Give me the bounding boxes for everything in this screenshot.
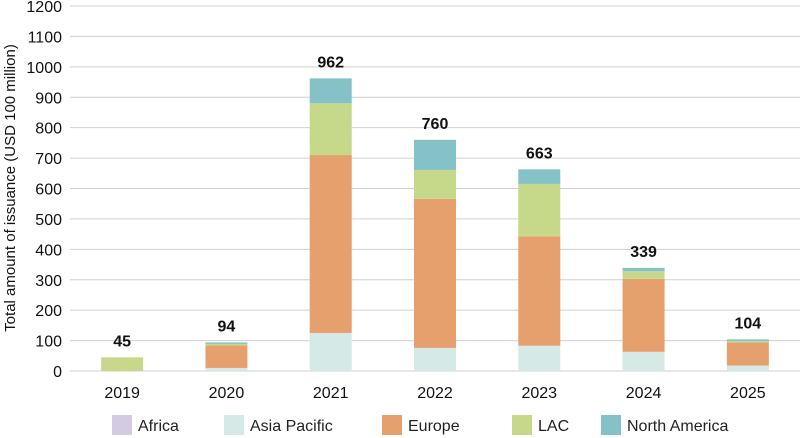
y-tick-label: 100 bbox=[35, 334, 62, 351]
y-axis-title: Total amount of issuance (USD 100 millio… bbox=[2, 44, 19, 332]
y-tick-label: 300 bbox=[35, 273, 62, 290]
bar-segment-north-america bbox=[518, 169, 561, 184]
y-tick-label: 200 bbox=[35, 303, 62, 320]
x-tick-label: 2023 bbox=[521, 385, 557, 402]
legend: Africa Asia Pacific Europe LAC North America bbox=[112, 415, 728, 435]
bar-total-label: 94 bbox=[218, 318, 236, 335]
bar-segment-lac bbox=[101, 357, 144, 371]
bar-segment-north-america bbox=[726, 339, 769, 342]
bar-segment-asia-pacific bbox=[414, 347, 456, 371]
bar-segment-europe bbox=[622, 278, 665, 352]
x-tick-label: 2019 bbox=[104, 385, 140, 402]
y-tick-label: 1000 bbox=[26, 60, 62, 77]
y-tick-label: 900 bbox=[35, 90, 62, 107]
legend-label: North America bbox=[627, 418, 728, 435]
y-tick-label: 400 bbox=[35, 242, 62, 259]
y-axis-ticks: 0 100 200 300 400 500 600 700 800 900 1000 1100 1200 bbox=[26, 0, 62, 381]
bar-total-label: 45 bbox=[113, 333, 131, 350]
bar-segment-north-america bbox=[205, 342, 248, 344]
legend-label: LAC bbox=[538, 418, 569, 435]
y-tick-label: 800 bbox=[35, 121, 62, 138]
x-tick-label: 2020 bbox=[209, 385, 245, 402]
bar-segment-europe bbox=[309, 155, 352, 333]
bar-segment-lac bbox=[726, 341, 769, 343]
legend-swatch bbox=[112, 415, 132, 435]
bar-segment-north-america bbox=[309, 78, 352, 104]
bar-segment-europe bbox=[205, 345, 248, 368]
y-tick-label: 700 bbox=[35, 151, 62, 168]
bar-segment-north-america bbox=[414, 139, 456, 170]
y-tick-label: 1200 bbox=[26, 0, 62, 16]
legend-swatch bbox=[512, 415, 532, 435]
y-tick-label: 500 bbox=[35, 212, 62, 229]
x-tick-label: 2024 bbox=[626, 385, 662, 402]
bar-total-label: 760 bbox=[422, 116, 449, 133]
bar-segment-asia-pacific bbox=[309, 332, 352, 371]
bar-segment-lac bbox=[622, 271, 665, 279]
bar-total-label: 962 bbox=[317, 54, 344, 71]
bar-segment-north-america bbox=[622, 267, 665, 272]
legend-label: Asia Pacific bbox=[250, 418, 333, 435]
bar-segment-lac bbox=[309, 103, 352, 156]
bar-segment-europe bbox=[414, 198, 456, 348]
legend-label: Africa bbox=[138, 418, 179, 435]
bars bbox=[101, 78, 769, 371]
bar-segment-europe bbox=[518, 236, 561, 346]
bar-segment-lac bbox=[414, 169, 456, 199]
x-tick-label: 2025 bbox=[730, 385, 766, 402]
bar-segment-europe bbox=[726, 342, 769, 366]
bar-segment-asia-pacific bbox=[622, 351, 665, 371]
legend-label: Europe bbox=[408, 418, 460, 435]
x-tick-label: 2022 bbox=[417, 385, 453, 402]
bar-segment-asia-pacific bbox=[518, 345, 561, 371]
bar-total-label: 663 bbox=[526, 145, 553, 162]
legend-swatch bbox=[382, 415, 402, 435]
legend-swatch bbox=[224, 415, 244, 435]
y-tick-label: 600 bbox=[35, 182, 62, 199]
legend-swatch bbox=[601, 415, 621, 435]
y-tick-label: 0 bbox=[53, 364, 62, 381]
bar-segment-lac bbox=[518, 183, 561, 237]
bar-total-label: 104 bbox=[735, 315, 762, 332]
bar-segment-lac bbox=[205, 343, 248, 346]
total-labels: 45 94 962 760 663 339 104 bbox=[113, 54, 761, 350]
bar-segment-asia-pacific bbox=[726, 365, 769, 371]
bar-total-label: 339 bbox=[630, 244, 657, 261]
bar-segment-asia-pacific bbox=[205, 367, 248, 371]
y-tick-label: 1100 bbox=[28, 29, 63, 46]
x-tick-label: 2021 bbox=[313, 385, 349, 402]
x-axis-ticks: 2019 2020 2021 2022 2023 2024 2025 bbox=[104, 385, 765, 402]
